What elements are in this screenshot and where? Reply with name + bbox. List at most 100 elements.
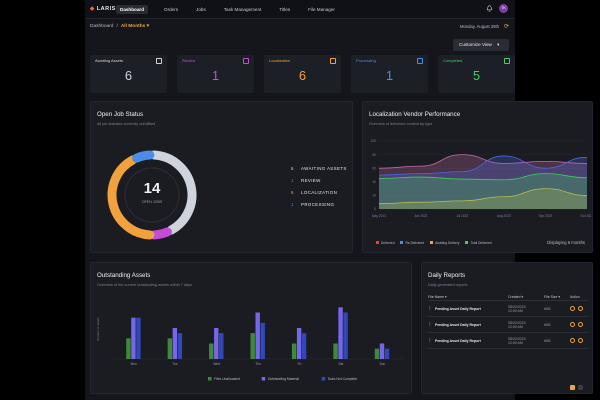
processing-icon [417,58,423,64]
report-date: 08/22/2023 [508,305,526,309]
column-header-file-size[interactable]: File Size ▾ [544,295,561,299]
bar[interactable] [338,307,343,359]
bar[interactable] [172,328,178,359]
area-series-line[interactable] [378,188,588,204]
nav-item-jobs[interactable]: Jobs [196,7,206,12]
nav-item-orders[interactable]: Orders [164,7,179,12]
bar[interactable] [374,348,380,359]
donut-slice[interactable] [149,227,172,240]
kpi-label: Localization [269,58,291,63]
breadcrumb-separator: / [116,24,118,29]
view-icon[interactable] [570,322,575,327]
panel-subtitle: Overview of delivered content by type [369,122,433,126]
report-name[interactable]: Pending Asset Daily Report [435,323,481,327]
bar[interactable] [126,338,131,359]
bar[interactable] [214,328,219,359]
legend-item: Awaiting Delivery [430,241,459,245]
download-icon[interactable] [578,338,583,343]
bar[interactable] [301,333,307,359]
table-row[interactable]: ! Pending Asset Daily Report 08/22/2023 12:… [428,333,588,349]
bar[interactable] [167,338,173,359]
legend-label: AWAITING ASSETS [301,166,347,171]
kpi-card[interactable]: Review 1 [177,55,254,93]
top-nav-bar: ◆ LARIS Dashboard Orders Jobs Task Manageme… [85,0,515,19]
pagination-page-1[interactable] [570,385,575,390]
bar[interactable] [291,343,297,360]
nav-item-titles[interactable]: Titles [279,7,291,12]
kpi-card[interactable]: Localization 6 [264,55,341,93]
bar[interactable] [219,333,224,359]
panel-subtitle: All job statuses currently unfulfilled [97,122,156,126]
breadcrumb-root[interactable]: Dashboard [90,24,114,29]
download-icon[interactable] [578,306,583,311]
table-row[interactable]: ! Pending Asset Daily Report 08/22/2023 12:… [428,317,588,333]
x-tick-label: May 2023 [372,214,386,218]
app-window: ◆ LARIS Dashboard Orders Jobs Task Manageme… [85,0,593,400]
nav-item-dashboard[interactable]: Dashboard [116,5,148,14]
bar[interactable] [384,348,390,359]
customize-view-label: Customize View [459,42,492,47]
report-date: 08/22/2023 [508,337,526,341]
kpi-card[interactable]: Completed 5 [438,55,515,93]
y-tick-label: 40 [372,180,376,184]
pagination-next[interactable] [578,385,583,390]
legend-swatch [465,241,469,244]
bar[interactable] [177,333,183,359]
y-tick-label: 100 [371,139,377,143]
vendor-chart-legend: Delivered Re-Delivered Awaiting Delivery To… [376,241,498,245]
table-row[interactable]: ! Pending Asset Daily Report 08/22/2023 12:… [428,301,588,317]
report-name[interactable]: Pending Asset Daily Report [435,339,481,343]
user-avatar[interactable]: TK [499,4,508,13]
report-date: 08/22/2023 [508,321,526,325]
view-icon[interactable] [570,338,575,343]
bar[interactable] [343,312,348,360]
legend-item: Total Delivered [465,241,492,245]
bell-icon[interactable] [486,5,493,12]
donut-total-label: OPEN JOBS [141,200,163,204]
nav-item-task-management[interactable]: Task Management [223,7,262,12]
y-tick-label: 0 [374,207,376,211]
area-series-line[interactable] [378,154,588,169]
bar[interactable] [255,312,260,360]
bar[interactable] [209,343,214,360]
bar[interactable] [250,333,255,359]
y-tick-label: 60 [372,166,376,170]
panel-subtitle: Daily generated reports [428,283,468,287]
report-created: 08/22/2023 12:00 AM [508,337,526,345]
legend-count: 6 [291,190,294,195]
nav-item-file-manager[interactable]: File Manager [308,7,335,12]
report-name[interactable]: Pending Asset Daily Report [435,307,481,311]
month-filter-dropdown[interactable]: All Months ▾ [121,24,149,29]
y-tick-label: 80 [372,153,376,157]
bar[interactable] [333,343,338,360]
bar[interactable] [260,322,265,359]
donut-inner-ring [124,167,180,223]
open-jobs-donut-chart [107,150,197,240]
download-icon[interactable] [578,322,583,327]
kpi-card[interactable]: Awaiting Assets 6 [90,55,167,93]
kpi-value: 6 [124,68,133,83]
area-series-line[interactable] [378,173,588,181]
bar[interactable] [136,317,141,359]
donut-slice[interactable] [132,150,155,163]
column-header-file-name[interactable]: File Name ▾ [428,295,447,299]
kpi-label: Processing [356,58,376,63]
area-series-fill [379,154,587,209]
refresh-icon[interactable]: ⟳ [503,24,509,30]
x-tick-label: Sun [379,362,385,366]
kpi-label: Completed [443,58,463,63]
legend-label: Awaiting Delivery [435,241,460,245]
donut-slice[interactable] [149,150,197,235]
x-tick-label: Aug 2023 [497,214,511,218]
logo-mark: ◆ [90,6,95,12]
bar[interactable] [131,317,136,359]
app-logo[interactable]: ◆ LARIS [90,6,116,12]
kpi-card[interactable]: Processing 1 [351,55,428,93]
bar[interactable] [379,343,385,360]
bar[interactable] [296,328,302,359]
customize-view-button[interactable]: Customize View ▾ [453,39,509,51]
donut-slice[interactable] [107,155,155,240]
column-header-created[interactable]: Created ▾ [508,295,524,299]
area-series-line[interactable] [378,155,588,176]
view-icon[interactable] [570,306,575,311]
